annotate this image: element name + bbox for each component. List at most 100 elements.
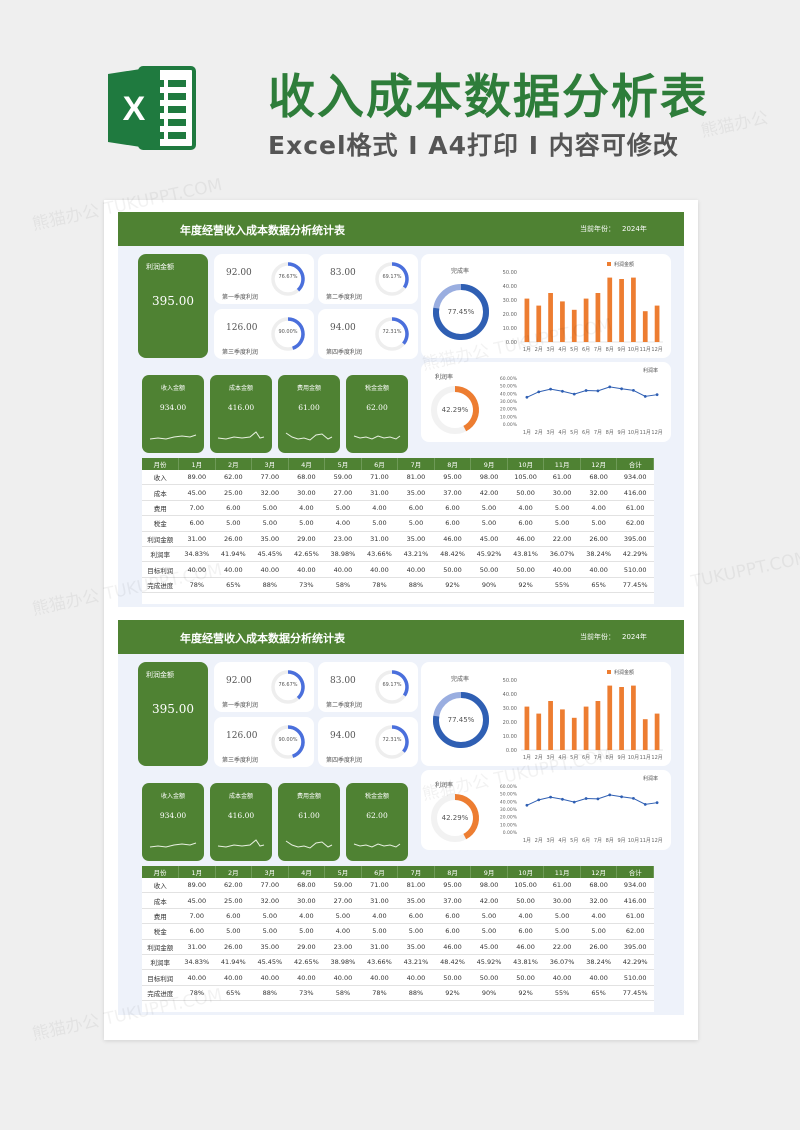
table-cell: 6.00 xyxy=(178,923,216,940)
x-tick-label: 10月 xyxy=(628,755,639,761)
donut-progress xyxy=(454,386,479,432)
table-row: 成本 45.00 25.00 32.00 30.00 27.00 31.00 35.00 37.… xyxy=(142,484,654,501)
column-header: 9月 xyxy=(470,458,508,470)
metric-card: 成本金额 416.00 xyxy=(210,783,272,861)
x-tick-label: 8月 xyxy=(606,347,614,353)
quarter-pct: 90.00% xyxy=(278,737,298,743)
dashboard-header: 年度经营收入成本数据分析统计表 当前年份： 2024年 xyxy=(118,212,684,246)
metric-card: 收入金额 934.00 xyxy=(142,375,204,453)
quarter-value: 94.00 xyxy=(330,731,356,741)
monthly-profit-bar-chart: 利润金额 0.00 10.00 20.00 30.00 40.00 50.00 1月 2月 3月 4… xyxy=(503,669,663,761)
line-point xyxy=(632,797,635,800)
metric-sparkline xyxy=(149,434,197,440)
table-cell: 395.00 xyxy=(616,939,654,955)
metric-card: 税金金额 62.00 xyxy=(346,375,408,453)
table-cell: 42.29% xyxy=(616,954,654,971)
quarter-label: 第三季度利润 xyxy=(222,757,259,764)
table-cell: 40.00 xyxy=(178,969,216,986)
table-cell: 395.00 xyxy=(616,531,654,547)
table-cell: 45.00 xyxy=(470,531,508,547)
column-header: 6月 xyxy=(361,866,399,878)
table-cell: 105.00 xyxy=(507,878,544,894)
table-cell: 5.00 xyxy=(251,500,289,517)
table-cell: 25.00 xyxy=(215,892,252,909)
table-cell: 6.00 xyxy=(434,923,471,940)
column-header: 11月 xyxy=(543,458,581,470)
table-cell: 50.00 xyxy=(507,561,544,578)
table-cell: 65% xyxy=(215,577,252,594)
table-cell: 31.00 xyxy=(178,939,216,955)
dashboard: 年度经营收入成本数据分析统计表 当前年份： 2024年 利润金额 395.00 … xyxy=(118,212,684,607)
table-cell: 416.00 xyxy=(616,484,654,501)
x-tick-label: 9月 xyxy=(617,347,625,353)
line-point xyxy=(584,389,588,392)
quarter-card: 94.00 第四季度利润 72.31% xyxy=(318,309,418,359)
line-point xyxy=(643,394,647,398)
table-cell: 50.00 xyxy=(470,561,508,578)
table-cell: 41.94% xyxy=(215,546,252,563)
table-cell: 92% xyxy=(434,577,471,594)
table-cell: 38.24% xyxy=(580,546,617,563)
dashboard-title: 年度经营收入成本数据分析统计表 xyxy=(180,224,345,237)
quarter-pct: 76.67% xyxy=(278,274,298,280)
table-cell: 68.00 xyxy=(580,878,617,894)
bar xyxy=(571,309,577,342)
completion-label: 完成率 xyxy=(451,268,470,275)
y-tick-label: 10.00% xyxy=(500,822,518,828)
table-cell: 62.00 xyxy=(215,470,252,486)
metric-sparkline xyxy=(285,840,333,849)
table-cell: 45.00 xyxy=(470,939,508,955)
table-cell: 38.24% xyxy=(580,954,617,971)
table-row: 利润率 34.83% 41.94% 45.45% 42.65% 38.98% 43.66% 4… xyxy=(142,954,654,971)
table-cell: 5.00 xyxy=(324,908,362,925)
x-tick-label: 1月 xyxy=(523,347,531,353)
table-cell: 6.00 xyxy=(434,515,471,532)
quarter-card: 83.00 第二季度利润 69.17% xyxy=(318,254,418,304)
x-tick-label: 11月 xyxy=(640,755,651,761)
x-tick-label: 9月 xyxy=(617,755,625,761)
table-cell: 59.00 xyxy=(324,878,362,894)
quarter-label: 第四季度利润 xyxy=(326,757,363,764)
column-header: 3月 xyxy=(251,866,289,878)
table-cell: 65% xyxy=(215,985,252,1002)
monthly-profit-bar-chart: 利润金额 0.00 10.00 20.00 30.00 40.00 50.00 1月 2月 3月 4… xyxy=(503,261,663,353)
profit-rate-donut xyxy=(431,386,479,434)
line-point xyxy=(632,389,635,392)
metric-label: 费用金额 xyxy=(296,793,321,800)
bar xyxy=(654,713,660,750)
table-cell: 88% xyxy=(397,577,435,594)
profit-total-value: 395.00 xyxy=(152,294,194,308)
table-cell: 45.00 xyxy=(178,484,216,501)
metric-value: 61.00 xyxy=(298,403,320,412)
quarter-value: 126.00 xyxy=(226,731,258,741)
bar xyxy=(607,685,613,750)
y-tick-label: 20.00% xyxy=(500,407,518,413)
table-cell: 收入 xyxy=(142,470,179,486)
table-cell: 5.00 xyxy=(543,908,581,925)
table-row: 税金 6.00 5.00 5.00 5.00 4.00 5.00 5.00 6.00 5.00 6.… xyxy=(142,923,654,940)
quarter-value: 94.00 xyxy=(330,323,356,333)
table-cell: 45.45% xyxy=(251,546,289,563)
metric-card: 税金金额 62.00 xyxy=(346,783,408,861)
quarter-label: 第二季度利润 xyxy=(326,702,363,709)
column-header: 7月 xyxy=(397,866,435,878)
metric-value: 62.00 xyxy=(366,403,388,412)
x-tick-label: 2月 xyxy=(535,430,543,436)
table-cell: 48.42% xyxy=(434,546,471,563)
bar xyxy=(524,298,530,342)
table-cell: 40.00 xyxy=(361,969,398,986)
quarter-ring xyxy=(375,670,409,704)
quarter-ring xyxy=(375,317,409,351)
table-cell: 26.00 xyxy=(215,531,252,547)
table-cell: 77.45% xyxy=(616,577,654,594)
table-cell: 30.00 xyxy=(543,484,581,501)
dashboard-header: 年度经营收入成本数据分析统计表 当前年份： 2024年 xyxy=(118,620,684,654)
metric-card: 成本金额 416.00 xyxy=(210,375,272,453)
bar xyxy=(619,279,624,342)
table-cell: 73% xyxy=(288,577,325,594)
table-cell: 29.00 xyxy=(288,939,325,955)
page-subtitle: Excel格式 I A4打印 I 内容可修改 xyxy=(268,131,679,160)
table-cell: 4.00 xyxy=(361,500,398,517)
bar xyxy=(560,301,565,342)
table-cell: 61.00 xyxy=(543,470,581,486)
